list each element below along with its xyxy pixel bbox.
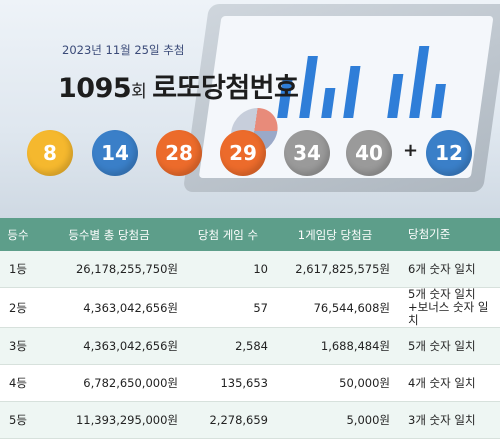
total-prize-cell: 4,363,042,656원 — [36, 287, 184, 328]
prize-per-game-cell: 50,000원 — [276, 364, 398, 402]
rank-cell: 5등 — [0, 401, 36, 439]
criteria-line: 4개 숫자 일치 — [408, 375, 476, 390]
total-prize-cell: 6,782,650,000원 — [36, 364, 184, 402]
table-row: 1등 26,178,255,750원 10 2,617,825,575원 6개 숫자 일… — [0, 251, 500, 288]
header-prize-per-game: 1게임당 당첨금 — [276, 218, 398, 251]
table-row: 2등 4,363,042,656원 57 76,544,608원 5개 숫자 일치 +보너… — [0, 287, 500, 328]
total-prize-cell: 26,178,255,750원 — [36, 251, 184, 288]
number-ball: 40 — [346, 130, 392, 176]
number-ball: 28 — [156, 130, 202, 176]
table-header-row: 등수 등수별 총 당첨금 당첨 게임 수 1게임당 당첨금 당첨기준 — [0, 218, 500, 251]
criteria-line: 5개 숫자 일치 — [408, 338, 476, 353]
prize-per-game-cell: 76,544,608원 — [276, 287, 398, 328]
rank-cell: 4등 — [0, 364, 36, 402]
prize-per-game-cell: 1,688,484원 — [276, 327, 398, 365]
decor-bar — [299, 56, 318, 118]
decor-bar — [409, 46, 430, 118]
round-suffix: 회 — [131, 82, 147, 102]
table-row: 5등 11,393,295,000원 2,278,659 5,000원 3개 숫자 일치 — [0, 401, 500, 439]
total-prize-cell: 11,393,295,000원 — [36, 401, 184, 439]
winning-games-cell: 2,584 — [184, 327, 276, 365]
total-prize-cell: 4,363,042,656원 — [36, 327, 184, 365]
prize-table: 등수 등수별 총 당첨금 당첨 게임 수 1게임당 당첨금 당첨기준 1등 26,… — [0, 218, 500, 439]
winning-games-cell: 135,653 — [184, 364, 276, 402]
criteria-cell: 3개 숫자 일치 — [398, 401, 500, 439]
header-rank: 등수 — [0, 218, 36, 251]
prize-per-game-cell: 2,617,825,575원 — [276, 251, 398, 288]
decor-bar — [387, 74, 404, 118]
criteria-cell: 4개 숫자 일치 — [398, 364, 500, 402]
winning-games-cell: 57 — [184, 287, 276, 328]
rank-cell: 1등 — [0, 251, 36, 288]
winning-games-cell: 2,278,659 — [184, 401, 276, 439]
bonus-ball: 12 — [426, 130, 472, 176]
number-ball: 34 — [284, 130, 330, 176]
rank-cell: 3등 — [0, 327, 36, 365]
round-number: 1095 — [58, 73, 132, 104]
criteria-line: 3개 숫자 일치 — [408, 412, 476, 427]
criteria-cell: 6개 숫자 일치 — [398, 251, 500, 288]
hero-banner: 2023년 11월 25일 추첨 1095회 로또당첨번호 8 14 28 29 34 40… — [0, 0, 500, 218]
criteria-cell: 5개 숫자 일치 — [398, 327, 500, 365]
header-criteria: 당첨기준 — [398, 218, 500, 251]
criteria-cell: 5개 숫자 일치 +보너스 숫자 일치 — [398, 287, 500, 328]
criteria-line: 6개 숫자 일치 — [408, 261, 476, 276]
draw-date: 2023년 11월 25일 추첨 — [62, 43, 185, 57]
decor-bar — [343, 66, 361, 118]
winning-games-cell: 10 — [184, 251, 276, 288]
criteria-line: 5개 숫자 일치 — [408, 287, 476, 301]
decor-bar — [431, 84, 446, 118]
criteria-line: +보너스 숫자 일치 — [408, 300, 489, 327]
page-title: 1095회 로또당첨번호 — [58, 66, 299, 105]
number-ball: 8 — [27, 130, 73, 176]
header-total-prize: 등수별 총 당첨금 — [36, 218, 184, 251]
prize-per-game-cell: 5,000원 — [276, 401, 398, 439]
number-ball: 29 — [220, 130, 266, 176]
table-row: 3등 4,363,042,656원 2,584 1,688,484원 5개 숫자 일치 — [0, 327, 500, 365]
plus-sign: + — [403, 140, 419, 161]
number-ball: 14 — [92, 130, 138, 176]
title-text: 로또당첨번호 — [152, 73, 299, 104]
header-winning-games: 당첨 게임 수 — [184, 218, 276, 251]
decor-bar — [321, 88, 336, 118]
table-row: 4등 6,782,650,000원 135,653 50,000원 4개 숫자 일치 — [0, 364, 500, 402]
rank-cell: 2등 — [0, 287, 36, 328]
